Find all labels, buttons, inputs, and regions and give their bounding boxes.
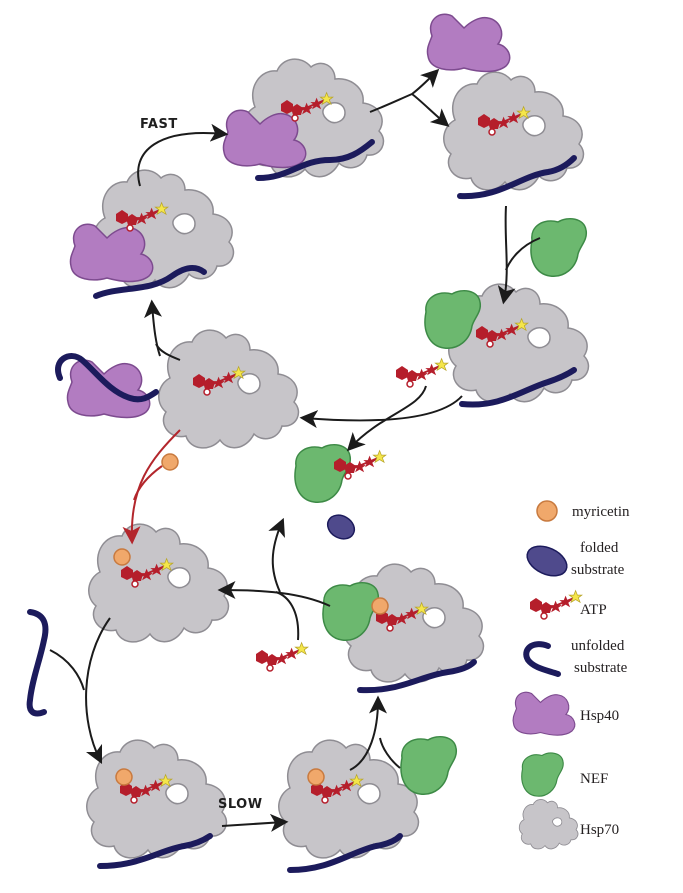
- legend-hsp70-icon: [518, 799, 579, 850]
- arrow-atp-to-center: [346, 385, 427, 452]
- myricetin-bottom-right: [307, 768, 325, 786]
- unfolded-substrate-top-center: [255, 139, 375, 181]
- hsp70-top-right: [443, 71, 585, 191]
- hsp40-released: [426, 13, 511, 73]
- arrow-nef-binding: [497, 205, 516, 305]
- arrow-left-to-fast: [137, 123, 229, 187]
- arrow-nef-bottom-join: [379, 737, 401, 769]
- arrow-fast-to-topright: [411, 93, 450, 127]
- unfolded-substrate-free-left: [26, 609, 49, 717]
- atp-free-right: [395, 357, 449, 388]
- legend-unfolded-label-2: substrate: [574, 660, 628, 676]
- legend-folded-label-2: substrate: [571, 562, 625, 578]
- myricetin-incoming: [161, 453, 179, 471]
- legend-folded-substrate-icon: [526, 545, 568, 577]
- label-slow: SLOW: [218, 797, 263, 812]
- arrow-atp-release-lower: [275, 591, 300, 641]
- arrow-slow: [221, 813, 289, 832]
- nef-center: [294, 443, 352, 504]
- myricetin-bottom-left: [115, 768, 133, 786]
- arrow-lowerleft-to-bottom: [85, 617, 111, 765]
- arrow-myricetin-join: [133, 465, 163, 501]
- arrow-bottomright-up: [349, 695, 387, 771]
- legend-hsp70-label: Hsp70: [580, 822, 619, 838]
- legend: myricetin folded substrate ATP unfolded …: [512, 500, 630, 850]
- hsp70-lower-left: [88, 523, 230, 643]
- legend-myricetin-icon: [536, 500, 558, 522]
- unfolded-substrate-left: [55, 353, 159, 403]
- legend-nef-label: NEF: [580, 771, 608, 787]
- unfolded-substrate-right-mid: [459, 367, 577, 408]
- label-fast: FAST: [140, 117, 178, 132]
- legend-hsp40-label: Hsp40: [580, 708, 619, 724]
- legend-nef-icon: [521, 752, 564, 797]
- legend-folded-label-1: folded: [580, 540, 619, 556]
- arrow-myricetin-inhibit: [122, 429, 181, 545]
- arrow-nef-join: [505, 237, 541, 271]
- myricetin-lower-right: [371, 597, 389, 615]
- unfolded-substrate-bottom-right: [287, 833, 403, 873]
- legend-unfolded-substrate-icon: [523, 641, 561, 677]
- nef-incoming-bottom: [400, 735, 458, 796]
- arrow-substrate-join: [155, 343, 181, 361]
- nef-incoming-top: [530, 217, 588, 278]
- folded-substrate-center: [326, 514, 356, 540]
- arrow-center-up: [144, 299, 163, 357]
- unfolded-substrate-left-upper: [93, 264, 207, 299]
- legend-myricetin-label: myricetin: [572, 504, 630, 520]
- arrow-right-to-center: [299, 395, 463, 429]
- legend-atp-label: ATP: [580, 602, 607, 618]
- myricetin-lower-left: [113, 548, 131, 566]
- legend-hsp40-icon: [512, 691, 576, 736]
- legend-atp-icon: [529, 589, 583, 620]
- unfolded-substrate-bottom-left: [97, 833, 213, 869]
- arrow-to-folded: [268, 517, 285, 593]
- legend-unfolded-label-1: unfolded: [571, 638, 625, 654]
- unfolded-substrate-lower-right: [357, 659, 477, 694]
- unfolded-substrate-top-right: [457, 155, 577, 200]
- atp-free-lower: [255, 641, 309, 672]
- arrow-substrate-free-join: [49, 649, 85, 691]
